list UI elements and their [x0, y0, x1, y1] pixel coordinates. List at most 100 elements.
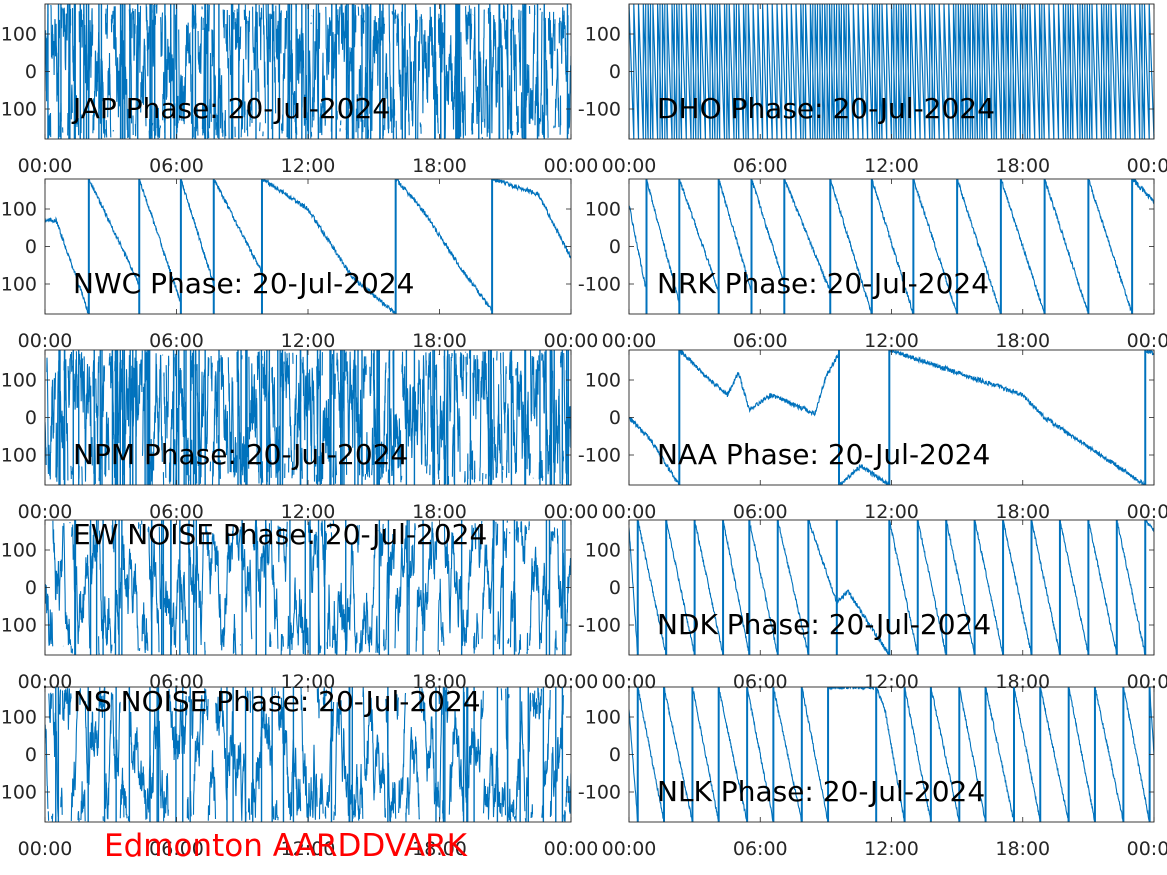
x-tick-label: 00:00: [18, 155, 73, 177]
phase-panel: 100 0 -100 00:00 06:00 12:00 18:00 00:00 NPM Pha…: [0, 349, 599, 523]
y-tick-label: -100: [578, 99, 621, 121]
panel-title: NDK Phase: 20-Jul-2024: [657, 608, 991, 641]
x-tick-label: 12:00: [281, 155, 336, 177]
x-tick-label: 00:00: [18, 330, 73, 352]
series-trace: [45, 520, 571, 655]
x-tick-label: 12:00: [864, 155, 919, 177]
y-tick-label: 100: [1, 370, 37, 392]
series-trace: [45, 4, 571, 139]
series-trace: [629, 350, 1154, 485]
x-tick-label: 06:00: [733, 838, 788, 860]
panel-title: DHO Phase: 20-Jul-2024: [657, 92, 995, 125]
x-tick-label: 12:00: [864, 330, 919, 352]
x-tick-label: 06:00: [733, 155, 788, 177]
series-trace: [629, 687, 1154, 822]
x-tick-label: 00:00: [544, 671, 599, 693]
x-tick-label: 06:00: [149, 330, 204, 352]
panel-title: NLK Phase: 20-Jul-2024: [657, 775, 985, 808]
panel-title: NRK Phase: 20-Jul-2024: [657, 267, 989, 300]
y-tick-label: 100: [1, 540, 37, 562]
phase-panel: 100 0 -100 00:00 06:00 12:00 18:00 00:00 NAA Pha…: [578, 349, 1167, 523]
x-tick-label: 06:00: [149, 155, 204, 177]
x-tick-label: 00:00: [544, 838, 599, 860]
y-tick-label: -100: [578, 615, 621, 637]
y-tick-label: -100: [0, 445, 37, 467]
panel-title: JAP Phase: 20-Jul-2024: [71, 92, 390, 125]
x-tick-label: 18:00: [412, 501, 467, 523]
y-tick-label: -100: [0, 99, 37, 121]
x-tick-label: 00:00: [544, 330, 599, 352]
x-tick-label: 12:00: [864, 501, 919, 523]
figure-footer-title: Edmonton AARDDVARK: [104, 828, 468, 864]
x-tick-label: 00:00: [1127, 671, 1167, 693]
panel-title: NS NOISE Phase: 20-Jul-2024: [73, 685, 481, 718]
x-tick-label: 00:00: [18, 501, 73, 523]
x-tick-label: 00:00: [18, 838, 73, 860]
x-tick-label: 00:00: [544, 155, 599, 177]
x-tick-label: 18:00: [412, 671, 467, 693]
x-tick-label: 12:00: [864, 838, 919, 860]
y-tick-label: -100: [0, 274, 37, 296]
y-tick-label: -100: [578, 274, 621, 296]
x-tick-label: 12:00: [281, 330, 336, 352]
x-tick-label: 00:00: [1127, 838, 1167, 860]
y-tick-label: -100: [578, 445, 621, 467]
x-tick-label: 12:00: [281, 501, 336, 523]
panel-title: NWC Phase: 20-Jul-2024: [73, 267, 414, 300]
y-tick-label: 100: [1, 24, 37, 46]
phase-panel: 100 0 -100 00:00 06:00 12:00 18:00 00:00 JAP Pha…: [0, 3, 599, 177]
x-tick-label: 00:00: [1127, 330, 1167, 352]
y-tick-label: 100: [585, 707, 621, 729]
x-tick-label: 18:00: [412, 330, 467, 352]
y-tick-label: 0: [609, 577, 621, 599]
y-tick-label: 100: [585, 540, 621, 562]
panel-title: NPM Phase: 20-Jul-2024: [73, 438, 408, 471]
x-tick-label: 12:00: [281, 671, 336, 693]
phase-panel: 100 0 -100 00:00 06:00 12:00 18:00 00:00 DHO Pha…: [578, 3, 1167, 177]
x-tick-label: 00:00: [602, 838, 657, 860]
x-tick-label: 18:00: [995, 838, 1050, 860]
x-tick-label: 00:00: [544, 501, 599, 523]
series-trace: [45, 179, 571, 314]
x-tick-label: 06:00: [149, 501, 204, 523]
phase-panel: 100 0 -100 00:00 06:00 12:00 18:00 00:00 NS NOIS…: [0, 685, 598, 860]
y-tick-label: 0: [609, 407, 621, 429]
x-tick-label: 00:00: [602, 330, 657, 352]
y-tick-label: 0: [25, 61, 37, 83]
y-tick-label: 0: [25, 236, 37, 258]
phase-panel: 100 0 -100 00:00 06:00 12:00 18:00 00:00 NLK Pha…: [578, 686, 1167, 860]
y-tick-label: 100: [585, 199, 621, 221]
phase-panel: 100 0 -100 00:00 06:00 12:00 18:00 00:00 NWC Pha…: [0, 178, 599, 352]
series-trace: [629, 520, 1154, 655]
x-tick-label: 06:00: [733, 330, 788, 352]
x-tick-label: 18:00: [995, 330, 1050, 352]
y-tick-label: -100: [578, 782, 621, 804]
x-tick-label: 06:00: [149, 838, 204, 860]
x-tick-label: 00:00: [602, 501, 657, 523]
x-tick-label: 00:00: [602, 671, 657, 693]
phase-panel: 100 0 -100 00:00 06:00 12:00 18:00 00:00 NRK Pha…: [578, 178, 1167, 352]
y-tick-label: 100: [1, 707, 37, 729]
x-tick-label: 18:00: [995, 671, 1050, 693]
x-tick-label: 00:00: [1127, 155, 1167, 177]
y-tick-label: 0: [609, 236, 621, 258]
y-tick-label: 0: [25, 407, 37, 429]
x-tick-label: 18:00: [995, 501, 1050, 523]
x-tick-label: 12:00: [281, 838, 336, 860]
x-tick-label: 06:00: [733, 501, 788, 523]
x-tick-label: 00:00: [602, 155, 657, 177]
x-tick-label: 18:00: [995, 155, 1050, 177]
series-trace: [45, 687, 571, 822]
series-trace: [629, 4, 1154, 139]
y-tick-label: 0: [25, 577, 37, 599]
y-tick-label: 0: [609, 744, 621, 766]
y-tick-label: 100: [1, 199, 37, 221]
y-tick-label: 0: [609, 61, 621, 83]
series-trace: [629, 179, 1154, 314]
panel-title: EW NOISE Phase: 20-Jul-2024: [73, 518, 487, 551]
panel-title: NAA Phase: 20-Jul-2024: [657, 438, 990, 471]
y-tick-label: -100: [0, 615, 37, 637]
